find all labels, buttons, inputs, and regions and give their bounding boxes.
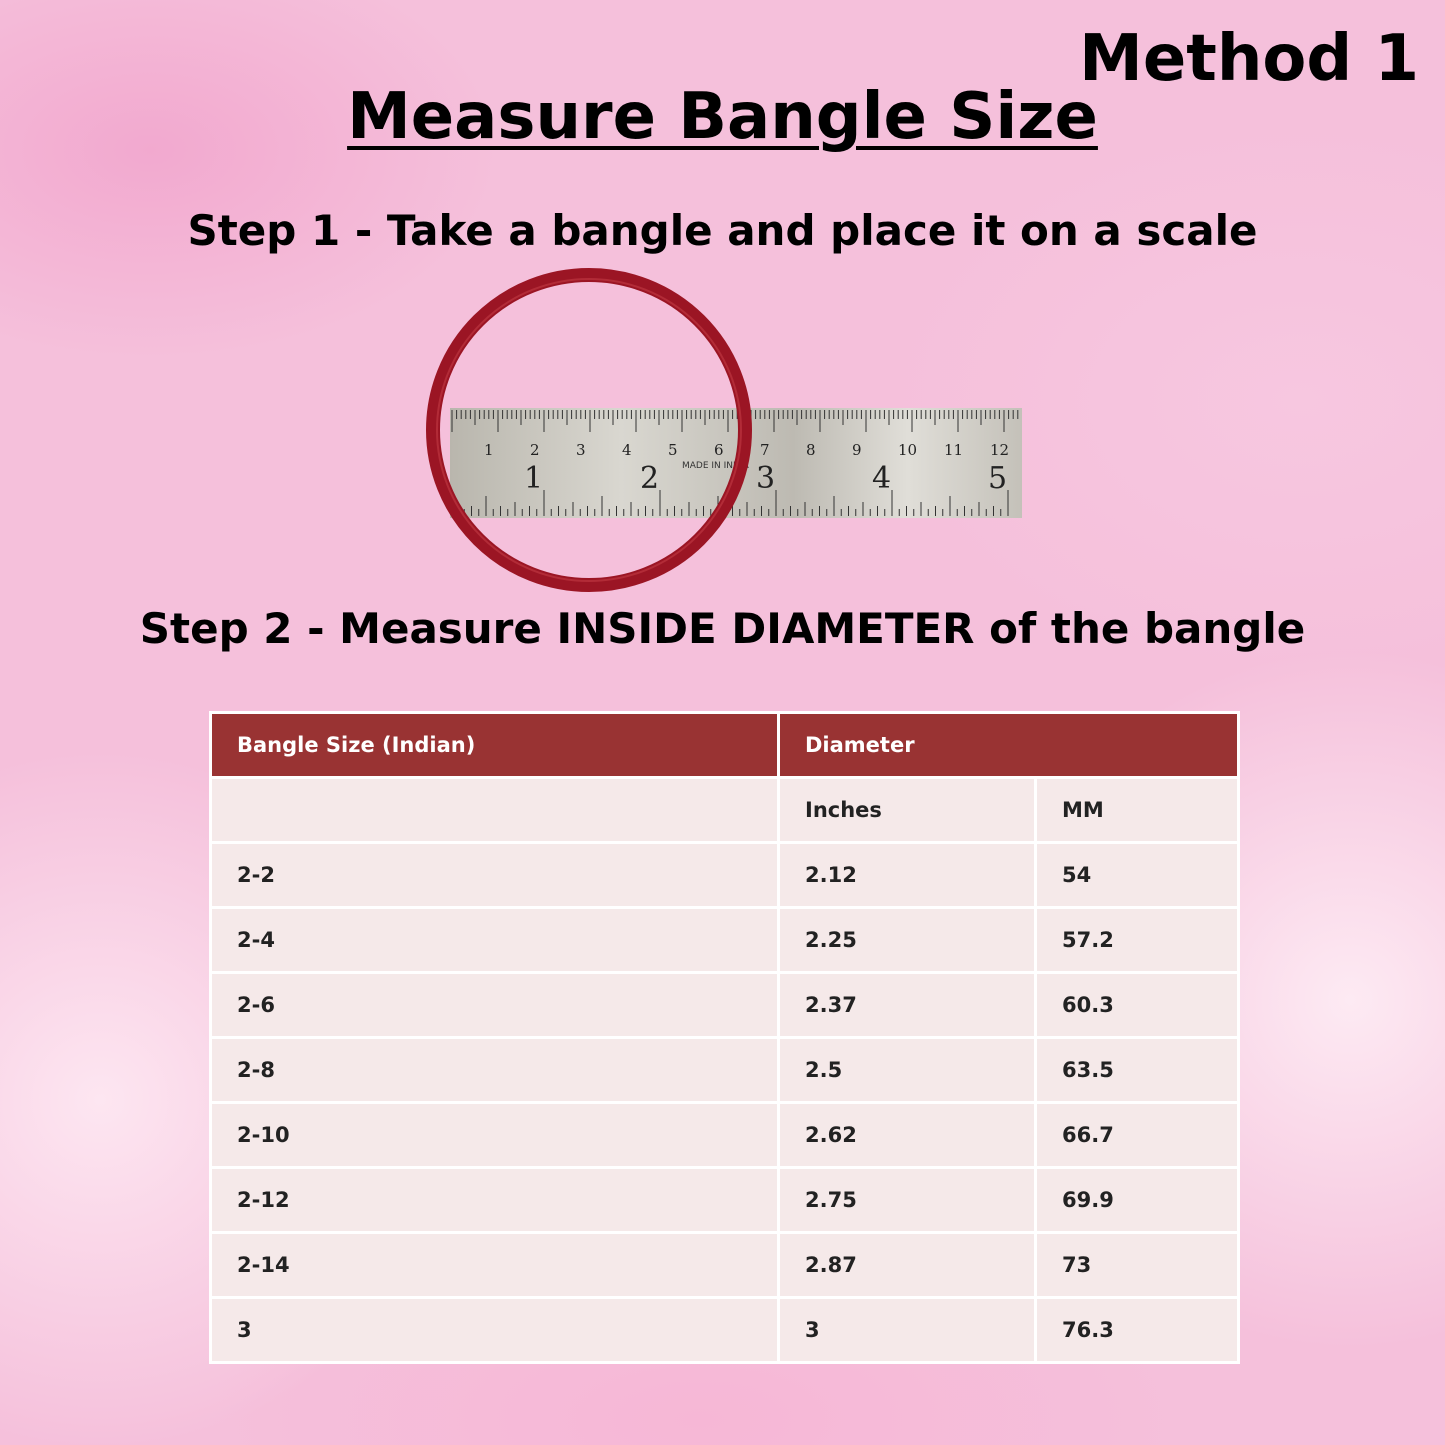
ruler-cm-label: 7 (760, 441, 770, 459)
ruler-cm-label: 9 (852, 441, 862, 459)
ruler-cm-label: 11 (944, 441, 963, 459)
ruler-cm-label: 12 (990, 441, 1009, 459)
cell-mm: 69.9 (1034, 1166, 1240, 1234)
bangle (426, 268, 752, 592)
subheader-empty (209, 776, 780, 844)
table-row: 3 3 76.3 (209, 1296, 1240, 1364)
ruler-cm-label: 1 (484, 441, 494, 459)
page-title: Measure Bangle Size (347, 80, 1098, 154)
cell-mm: 76.3 (1034, 1296, 1240, 1364)
table-row: 2-14 2.87 73 (209, 1231, 1240, 1299)
table-row: 2-8 2.5 63.5 (209, 1036, 1240, 1104)
table-row: 2-12 2.75 69.9 (209, 1166, 1240, 1234)
cell-inches: 2.12 (777, 841, 1037, 909)
cell-inches: 2.5 (777, 1036, 1037, 1104)
cell-mm: 66.7 (1034, 1101, 1240, 1169)
ruler-cm-label: 2 (530, 441, 540, 459)
cell-mm: 60.3 (1034, 971, 1240, 1039)
subheader-mm: MM (1034, 776, 1240, 844)
table-header-row: Bangle Size (Indian) Diameter (209, 711, 1240, 779)
cell-size: 2-10 (209, 1101, 780, 1169)
ruler-cm-label: 4 (622, 441, 632, 459)
cell-inches: 2.75 (777, 1166, 1037, 1234)
cell-size: 2-6 (209, 971, 780, 1039)
cell-size: 2-14 (209, 1231, 780, 1299)
ruler-inch-label: 4 (872, 461, 891, 496)
cell-size: 2-2 (209, 841, 780, 909)
method-label: Method 1 (1079, 22, 1419, 96)
step-2-text: Step 2 - Measure INSIDE DIAMETER of the … (139, 604, 1306, 653)
cell-size: 2-4 (209, 906, 780, 974)
bangle-size-table: Bangle Size (Indian) Diameter Inches MM … (209, 711, 1240, 1364)
ruler-cm-label: 5 (668, 441, 678, 459)
ruler-cm-label: 3 (576, 441, 586, 459)
ruler-cm-label: 10 (898, 441, 917, 459)
table-row: 2-2 2.12 54 (209, 841, 1240, 909)
ruler-inch-label: 1 (524, 461, 543, 496)
header-diameter: Diameter (777, 711, 1240, 779)
bangle-on-ruler-photo: 1 2 3 4 5 6 7 8 9 10 11 121 2 3 4 5 MADE IN INDIA (426, 268, 1022, 592)
cell-inches: 3 (777, 1296, 1037, 1364)
step-1-text: Step 1 - Take a bangle and place it on a… (187, 206, 1258, 255)
cell-size: 2-8 (209, 1036, 780, 1104)
ruler-inch-label: 2 (640, 461, 659, 496)
cell-inches: 2.37 (777, 971, 1037, 1039)
subheader-inches: Inches (777, 776, 1037, 844)
cell-mm: 54 (1034, 841, 1240, 909)
ruler-cm-label: 6 (714, 441, 724, 459)
cell-inches: 2.25 (777, 906, 1037, 974)
ruler-inch-label: 3 (756, 461, 775, 496)
table-row: 2-10 2.62 66.7 (209, 1101, 1240, 1169)
table-subheader-row: Inches MM (209, 776, 1240, 844)
cell-mm: 63.5 (1034, 1036, 1240, 1104)
cell-mm: 73 (1034, 1231, 1240, 1299)
cell-mm: 57.2 (1034, 906, 1240, 974)
cell-size: 3 (209, 1296, 780, 1364)
cell-inches: 2.62 (777, 1101, 1037, 1169)
cell-size: 2-12 (209, 1166, 780, 1234)
ruler-cm-label: 8 (806, 441, 816, 459)
cell-inches: 2.87 (777, 1231, 1037, 1299)
ruler-imprint: MADE IN INDIA (682, 461, 750, 471)
table-row: 2-4 2.25 57.2 (209, 906, 1240, 974)
ruler-inch-label: 5 (988, 461, 1007, 496)
table-row: 2-6 2.37 60.3 (209, 971, 1240, 1039)
header-bangle-size: Bangle Size (Indian) (209, 711, 780, 779)
